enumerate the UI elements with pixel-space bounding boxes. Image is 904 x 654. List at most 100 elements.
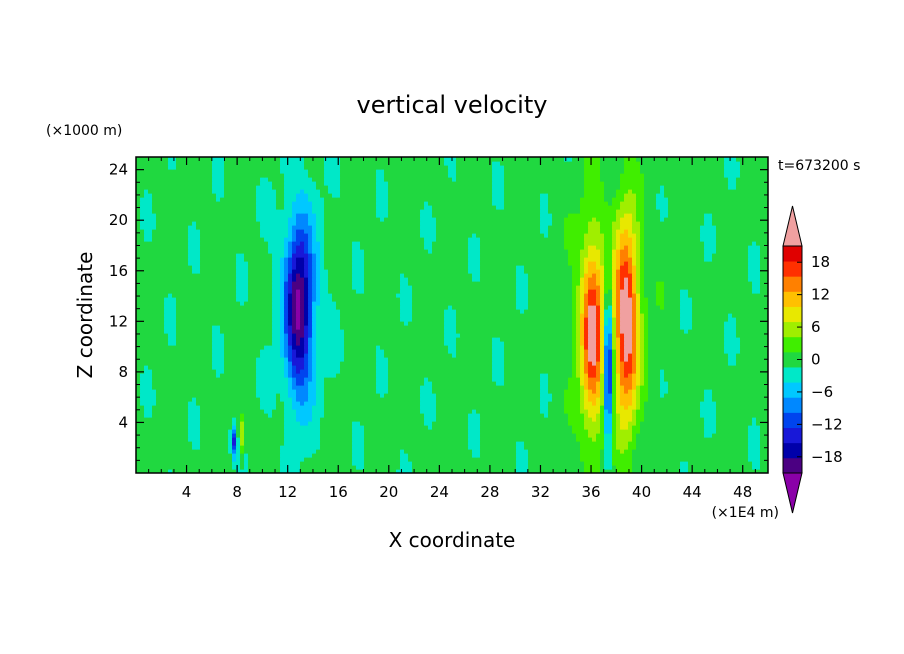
heatmap-cell [164, 445, 169, 450]
heatmap-cell [540, 425, 545, 430]
heatmap-cell [204, 445, 209, 450]
heatmap-cell [636, 365, 641, 370]
heatmap-cell [432, 429, 437, 434]
heatmap-cell [360, 385, 365, 390]
heatmap-cell [284, 361, 289, 366]
heatmap-cell [692, 457, 697, 462]
heatmap-cell [556, 421, 561, 426]
heatmap-cell [492, 409, 497, 414]
heatmap-cell [644, 401, 649, 406]
heatmap-cell [280, 433, 285, 438]
heatmap-cell [744, 409, 749, 414]
heatmap-cell [384, 461, 389, 466]
heatmap-cell [620, 449, 625, 454]
heatmap-cell [436, 453, 441, 458]
heatmap-cell [256, 381, 261, 386]
heatmap-cell [348, 385, 353, 390]
heatmap-cell [336, 361, 341, 366]
heatmap-cell [180, 417, 185, 422]
heatmap-cell [568, 469, 573, 473]
heatmap-cell [144, 369, 149, 374]
heatmap-cell [736, 385, 741, 390]
heatmap-cell [452, 469, 457, 473]
heatmap-cell [600, 433, 605, 438]
heatmap-cell [704, 465, 709, 470]
heatmap-cell [668, 405, 673, 410]
heatmap-cell [176, 369, 181, 374]
heatmap-cell [424, 433, 429, 438]
heatmap-cell [564, 437, 569, 442]
heatmap-cell [360, 449, 365, 454]
heatmap-cell [752, 361, 757, 366]
heatmap-cell [228, 421, 233, 426]
heatmap-cell [456, 449, 461, 454]
heatmap-cell [164, 401, 169, 406]
heatmap-cell [728, 425, 733, 430]
heatmap-cell [320, 469, 325, 473]
heatmap-cell [380, 425, 385, 430]
heatmap-cell [596, 445, 601, 450]
heatmap-cell [288, 349, 293, 354]
heatmap-cell [264, 469, 269, 473]
heatmap-cell [724, 393, 729, 398]
heatmap-cell [316, 377, 321, 382]
heatmap-cell [328, 457, 333, 462]
heatmap-cell [532, 397, 537, 402]
heatmap-cell [528, 433, 533, 438]
heatmap-cell [420, 361, 425, 366]
heatmap-cell [372, 393, 377, 398]
heatmap-cell [248, 469, 253, 473]
heatmap-cell [488, 353, 493, 358]
heatmap-cell [720, 453, 725, 458]
heatmap-cell [440, 445, 445, 450]
heatmap-cell [360, 353, 365, 358]
heatmap-cell [756, 389, 761, 394]
heatmap-cell [364, 369, 369, 374]
heatmap-cell [240, 397, 245, 402]
heatmap-cell [416, 405, 421, 410]
heatmap-cell [728, 449, 733, 454]
heatmap-cell [480, 469, 485, 473]
heatmap-cell [508, 457, 513, 462]
heatmap-cell [520, 421, 525, 426]
heatmap-cell [188, 417, 193, 422]
heatmap-cell [376, 445, 381, 450]
heatmap-cell [444, 441, 449, 446]
heatmap-cell [692, 397, 697, 402]
heatmap-cell [524, 397, 529, 402]
heatmap-cell [328, 429, 333, 434]
heatmap-cell [380, 401, 385, 406]
heatmap-cell [332, 441, 337, 446]
heatmap-cell [660, 425, 665, 430]
heatmap-cell [544, 377, 549, 382]
heatmap-cell [460, 373, 465, 378]
heatmap-cell [632, 453, 637, 458]
heatmap-cell [212, 449, 217, 454]
heatmap-cell [176, 357, 181, 362]
heatmap-cell [604, 357, 609, 362]
heatmap-cell [384, 425, 389, 430]
heatmap-cell [436, 449, 441, 454]
heatmap-cell [544, 449, 549, 454]
heatmap-cell [572, 349, 577, 354]
heatmap-cell [300, 449, 305, 454]
heatmap-cell [356, 353, 361, 358]
heatmap-cell [640, 425, 645, 430]
heatmap-cell [644, 433, 649, 438]
heatmap-cell [196, 465, 201, 470]
heatmap-cell [296, 461, 301, 466]
heatmap-cell [596, 437, 601, 442]
heatmap-cell [388, 413, 393, 418]
heatmap-cell [648, 393, 653, 398]
heatmap-cell [728, 361, 733, 366]
heatmap-cell [396, 361, 401, 366]
heatmap-cell [668, 377, 673, 382]
heatmap-cell [560, 421, 565, 426]
heatmap-cell [692, 349, 697, 354]
heatmap-cell [468, 461, 473, 466]
heatmap-cell [208, 441, 213, 446]
heatmap-cell [312, 393, 317, 398]
heatmap-cell [568, 373, 573, 378]
heatmap-cell [332, 405, 337, 410]
heatmap-cell [696, 429, 701, 434]
